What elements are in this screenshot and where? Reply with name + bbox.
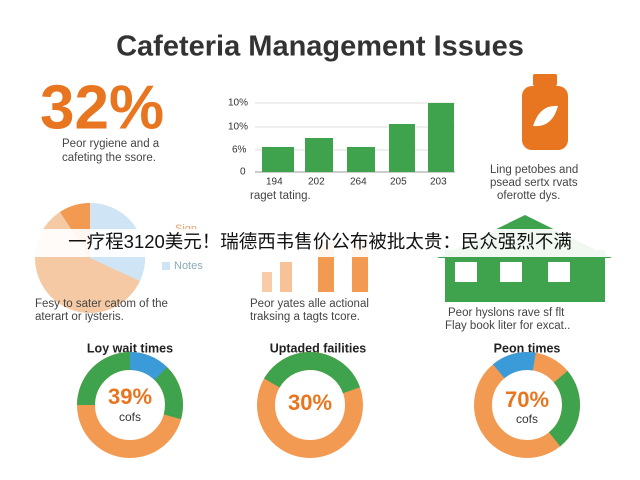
title: Cafeteria Management Issues [116, 31, 524, 63]
caption: Peor hyslons rave sf flt [448, 307, 565, 319]
caption: aterart or iysteris. [35, 311, 124, 323]
bar-panel: 10% 10% 6% 0 194 202 264 205 203 raget t… [228, 98, 455, 202]
pie [35, 202, 170, 313]
caption: Peor rygiene and a [62, 138, 160, 150]
caption: raget tating. [250, 190, 311, 202]
caption: Ling petobes and [490, 164, 578, 176]
caption: Peor yates alle actional [250, 298, 369, 310]
x-label: 194 [266, 177, 283, 188]
caption: Fesy to sater catom of the [35, 298, 168, 310]
x-label: 264 [350, 177, 367, 188]
donut-value: 70% [505, 387, 549, 412]
donut-sub: cofs [119, 410, 141, 424]
caption: oferotte dys. [497, 190, 560, 202]
donut-title: Loy wait times [87, 341, 173, 355]
x-label: 205 [390, 177, 407, 188]
caption: Flay book liter for excat.. [445, 320, 570, 332]
bar [428, 103, 454, 172]
axis-label: 6% [232, 145, 247, 156]
big-stat: 32% [40, 73, 164, 142]
donut-title: Peon times [494, 341, 561, 355]
donut [77, 352, 580, 458]
bar [389, 124, 415, 172]
axis-label: 0 [240, 167, 246, 178]
axis-label: 10% [228, 98, 248, 109]
donut-value: 39% [108, 384, 152, 409]
axis-label: 10% [228, 122, 248, 133]
banner: 一疗程3120美元！瑞德西韦售价公布被批太贵：民众强烈不满 [68, 231, 572, 252]
legend-label: Notes [174, 260, 203, 272]
donut-sub: cofs [516, 412, 538, 426]
donut-value: 30% [288, 390, 332, 415]
bottle-icon [522, 74, 568, 150]
banner-bg [0, 229, 640, 257]
caption: cafeting the ssore. [62, 152, 156, 164]
donut-title: Uptaded failities [270, 341, 367, 355]
x-label: 202 [308, 177, 325, 188]
bar [347, 147, 375, 172]
x-label: 203 [430, 177, 447, 188]
bar [262, 147, 294, 172]
caption: traksing a tagts tcore. [250, 311, 360, 323]
house-icon [437, 215, 612, 302]
bar [305, 138, 333, 172]
caption: psead sertx rvats [490, 177, 578, 189]
